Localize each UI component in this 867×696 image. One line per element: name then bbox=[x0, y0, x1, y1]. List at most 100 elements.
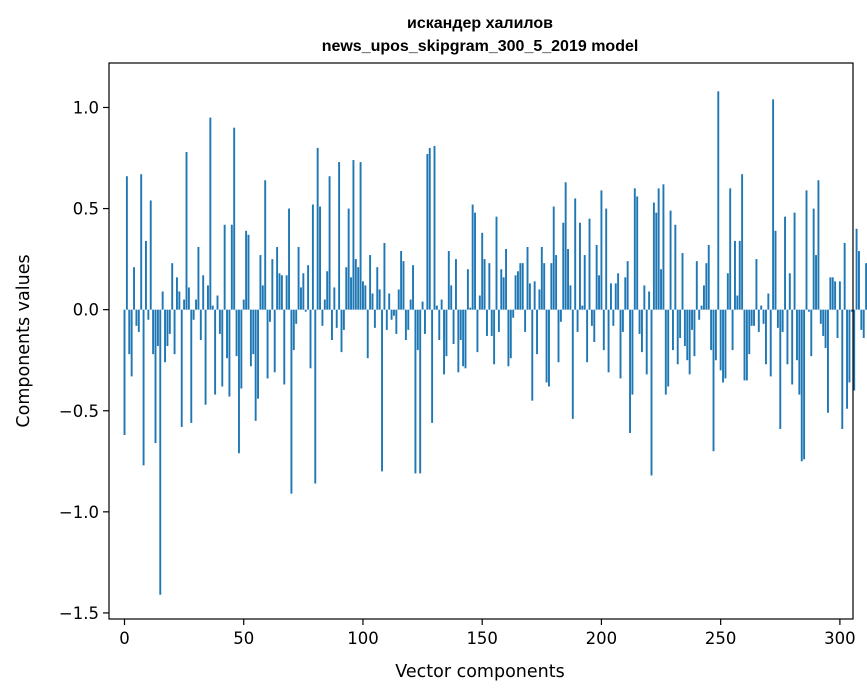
bar bbox=[769, 309, 772, 377]
bar bbox=[552, 206, 555, 310]
bar bbox=[340, 309, 343, 353]
bar bbox=[307, 265, 310, 310]
bar bbox=[502, 277, 505, 310]
bar bbox=[774, 230, 777, 310]
bar bbox=[762, 309, 765, 324]
bar bbox=[824, 309, 827, 349]
bar bbox=[526, 246, 529, 310]
bar bbox=[528, 283, 531, 310]
bar bbox=[455, 259, 457, 310]
bar bbox=[400, 251, 403, 310]
bar bbox=[807, 309, 810, 312]
bar bbox=[812, 208, 815, 310]
bar bbox=[283, 309, 286, 385]
bar bbox=[290, 309, 293, 494]
bar bbox=[493, 309, 496, 365]
bar bbox=[280, 275, 283, 310]
bar bbox=[681, 253, 684, 310]
bar bbox=[738, 240, 741, 310]
bar bbox=[311, 204, 314, 310]
bar bbox=[667, 309, 670, 387]
bar bbox=[724, 309, 727, 379]
bar bbox=[624, 277, 627, 310]
bar bbox=[204, 309, 207, 405]
bar bbox=[452, 309, 455, 345]
bar bbox=[469, 307, 472, 310]
bar bbox=[147, 309, 150, 320]
bar bbox=[643, 285, 646, 310]
bar bbox=[517, 271, 519, 310]
bar bbox=[412, 265, 414, 310]
bar bbox=[664, 309, 667, 395]
bar bbox=[576, 309, 579, 332]
bar bbox=[571, 309, 574, 419]
bar bbox=[726, 273, 729, 310]
bar bbox=[323, 299, 326, 310]
bar bbox=[385, 309, 388, 330]
bar bbox=[550, 263, 553, 310]
bar bbox=[397, 289, 400, 310]
bar bbox=[364, 285, 367, 310]
bar bbox=[765, 309, 767, 365]
bar bbox=[154, 309, 157, 444]
bar bbox=[359, 162, 362, 310]
bar bbox=[633, 188, 636, 310]
bar bbox=[140, 174, 143, 310]
bar bbox=[218, 309, 221, 334]
bar bbox=[698, 309, 701, 320]
bar bbox=[345, 267, 348, 310]
bar bbox=[822, 309, 825, 336]
bar bbox=[586, 309, 589, 363]
bar bbox=[295, 309, 298, 324]
bar bbox=[767, 293, 770, 310]
bar bbox=[710, 309, 713, 351]
bar bbox=[404, 309, 407, 340]
x-axis-label: Vector components bbox=[395, 662, 564, 682]
bar bbox=[300, 287, 302, 310]
bar bbox=[810, 309, 813, 357]
bar bbox=[331, 309, 333, 340]
bar bbox=[846, 309, 848, 409]
bar bbox=[240, 309, 243, 389]
bar bbox=[319, 206, 321, 310]
bar bbox=[776, 309, 779, 328]
bar bbox=[438, 309, 441, 340]
bar bbox=[860, 309, 863, 330]
bar bbox=[202, 275, 205, 310]
bar bbox=[433, 145, 436, 310]
bar bbox=[178, 291, 181, 310]
bar bbox=[304, 309, 307, 312]
bar bbox=[478, 295, 481, 310]
bar bbox=[233, 127, 236, 310]
bar bbox=[474, 212, 476, 310]
bar bbox=[798, 309, 801, 395]
bar bbox=[855, 228, 858, 310]
bar bbox=[683, 309, 686, 347]
bar bbox=[543, 263, 546, 310]
x-tick-label: 200 bbox=[586, 629, 618, 648]
bar bbox=[805, 190, 808, 310]
bar bbox=[722, 309, 724, 383]
bar bbox=[614, 283, 617, 310]
bar bbox=[574, 198, 577, 310]
bar bbox=[407, 309, 410, 330]
bar bbox=[462, 309, 465, 367]
bar bbox=[688, 309, 691, 375]
bar bbox=[362, 281, 364, 310]
bar bbox=[390, 309, 393, 320]
bar bbox=[676, 309, 679, 365]
bar bbox=[617, 273, 620, 310]
plot-frame bbox=[108, 62, 854, 620]
bar bbox=[242, 299, 245, 310]
bar bbox=[471, 204, 474, 310]
y-tick-label: −1.5 bbox=[59, 604, 99, 623]
bar bbox=[326, 271, 329, 310]
bar bbox=[459, 309, 462, 340]
bar bbox=[700, 305, 703, 310]
bar bbox=[662, 184, 665, 310]
bar bbox=[598, 275, 600, 310]
bar bbox=[130, 309, 133, 377]
bar bbox=[495, 216, 498, 310]
bar bbox=[435, 305, 438, 310]
bar bbox=[137, 309, 140, 332]
